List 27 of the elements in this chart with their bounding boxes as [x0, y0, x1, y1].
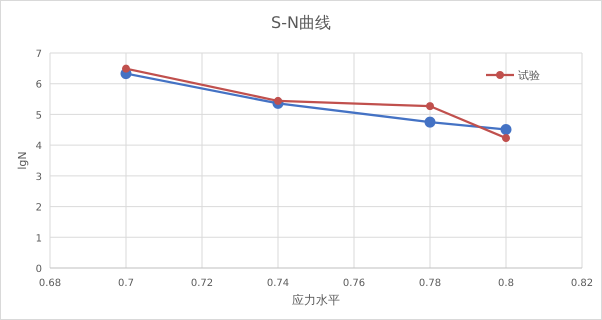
- x-tick-label: 0.68: [38, 278, 62, 289]
- point: [274, 96, 282, 105]
- x-tick-label: 0.7: [118, 278, 134, 289]
- y-tick-label: 5: [36, 110, 42, 122]
- legend-key: 试验: [486, 69, 540, 82]
- x-tick-label: 0.78: [418, 278, 442, 289]
- chart-title: S-N曲线: [271, 13, 331, 32]
- point: [122, 64, 130, 73]
- x-axis-title: 应力水平: [292, 293, 340, 307]
- y-tick-label: 3: [36, 172, 42, 183]
- point: [500, 124, 512, 135]
- y-tick-label: 4: [36, 141, 42, 152]
- x-tick-label: 0.72: [190, 278, 214, 289]
- y-tick-label: 7: [36, 49, 42, 60]
- point: [424, 116, 436, 128]
- point: [426, 102, 434, 110]
- y-axis-title: lgN: [16, 151, 29, 170]
- x-tick-label: 0.8: [498, 278, 514, 289]
- x-tick-label: 0.74: [266, 278, 290, 289]
- y-tick-label: 0: [36, 264, 42, 275]
- x-tick-label: 0.82: [570, 278, 594, 289]
- y-tick-label: 2: [36, 202, 42, 214]
- x-tick-label: 0.76: [342, 278, 366, 289]
- y-tick-label: 6: [36, 80, 42, 91]
- legend-label: 试验: [518, 69, 540, 82]
- y-tick-label: 1: [36, 233, 42, 244]
- point: [502, 134, 510, 142]
